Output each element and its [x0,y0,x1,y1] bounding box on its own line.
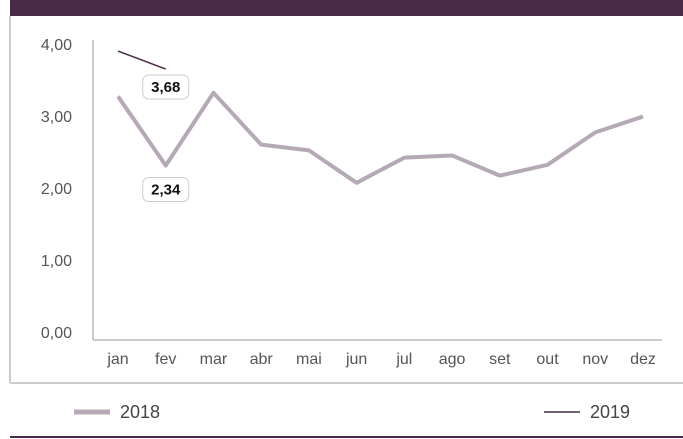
x-tick-label: dez [630,351,656,368]
value-label: 2,34 [151,181,181,198]
x-tick-label: nov [582,351,608,368]
value-label-box [142,177,190,203]
y-tick-label: 1,00 [41,253,72,270]
x-tick-label: set [489,351,511,368]
x-tick-label: jul [395,351,412,368]
series-line [117,50,166,70]
legend-label: 2019 [590,402,630,422]
x-tick-label: jun [345,351,367,368]
y-tick-label: 2,00 [41,181,72,198]
legend-label: 2018 [120,402,160,422]
series-line [116,90,644,185]
value-label: 3,68 [151,79,180,96]
y-tick-label: 0,00 [41,325,72,342]
x-tick-label: fev [155,351,176,368]
x-tick-label: out [536,351,559,368]
y-tick-label: 3,00 [41,109,72,126]
x-tick-label: jan [106,351,128,368]
x-tick-label: mai [296,351,322,368]
x-tick-label: mar [200,351,228,368]
x-tick-label: ago [439,351,466,368]
top-bar [10,0,683,16]
y-tick-label: 4,00 [41,37,72,54]
x-tick-label: abr [250,351,274,368]
value-label-box [142,74,190,100]
